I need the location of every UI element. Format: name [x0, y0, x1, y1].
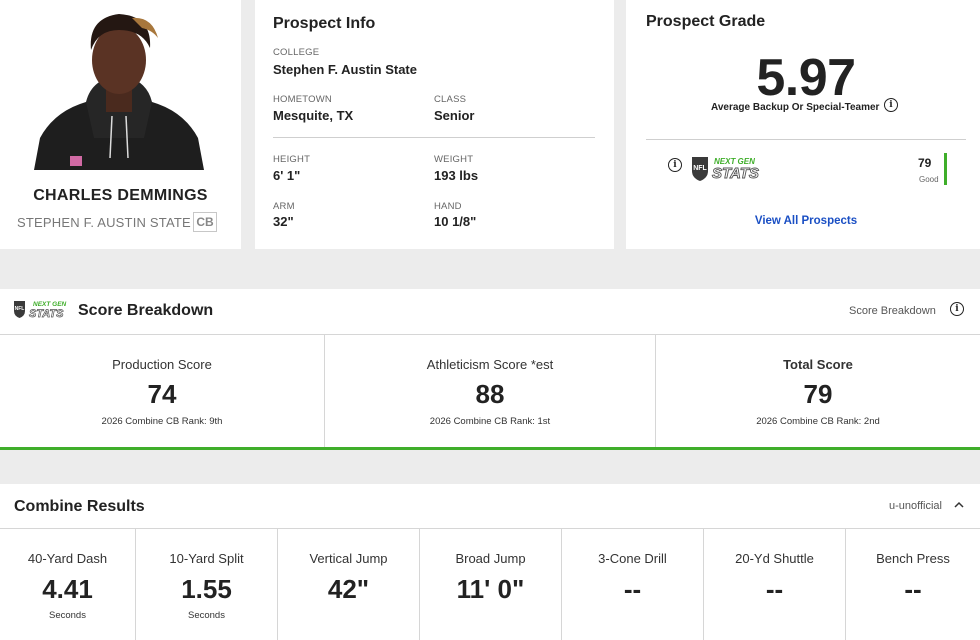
next-gen-stats-logo: NFL NEXT GEN STATS: [692, 157, 759, 182]
drill-value: --: [765, 574, 784, 604]
height-label: HEIGHT: [273, 154, 311, 165]
player-name: CHARLES DEMMINGS: [33, 187, 208, 204]
breakdown-logo-top: NEXT GEN: [33, 301, 67, 308]
ngs-logo-top: NEXT GEN: [714, 157, 755, 166]
combine-results-title: Combine Results: [14, 498, 145, 515]
grade-info-icon[interactable]: i: [884, 98, 898, 112]
hometown-label: HOMETOWN: [273, 94, 332, 105]
drill-value: 1.55: [181, 574, 232, 604]
total-score-cell: Total Score 79 2026 Combine CB Rank: 2nd: [656, 335, 980, 447]
drill-cell: 10-Yard Split 1.55 Seconds: [136, 529, 278, 640]
weight-value: 193 lbs: [434, 168, 479, 183]
drill-unit: Seconds: [49, 610, 86, 621]
unofficial-label: u-unofficial: [889, 500, 942, 512]
hand-value: 10 1/8": [434, 214, 477, 229]
arm-label: ARM: [273, 201, 295, 212]
combine-panel: 40-Yard Dash 4.41 Seconds 10-Yard Split …: [0, 529, 980, 640]
grade-description: Average Backup Or Special-Teamer: [711, 102, 880, 113]
score-label: Production Score: [112, 357, 212, 372]
ngs-info-icon[interactable]: i: [668, 158, 682, 172]
drill-label: 20-Yd Shuttle: [735, 551, 814, 566]
prospect-grade-title: Prospect Grade: [646, 13, 766, 30]
score-breakdown-title: Score Breakdown: [78, 302, 214, 319]
drill-value: --: [904, 574, 922, 604]
drill-cell: 3-Cone Drill --: [562, 529, 704, 640]
drill-value: 42": [327, 574, 370, 604]
score-breakdown-header: NFL NEXT GEN STATS Score Breakdown Score…: [0, 289, 980, 335]
drill-label: 3-Cone Drill: [598, 551, 667, 566]
class-label: CLASS: [434, 94, 467, 105]
score-breakdown-info-icon[interactable]: i: [950, 302, 964, 316]
info-divider: [273, 137, 595, 138]
ngs-score: 79: [918, 156, 932, 170]
weight-label: WEIGHT: [434, 154, 474, 165]
arm-value: 32": [273, 214, 294, 229]
ngs-logo: NFL NEXT GEN STATS: [14, 301, 67, 319]
ngs-tier: Good: [919, 175, 939, 184]
ngs-score-bar: [944, 153, 947, 185]
drill-cell: 20-Yd Shuttle --: [704, 529, 846, 640]
drill-cell: Broad Jump 11' 0": [420, 529, 562, 640]
view-all-prospects-link[interactable]: View All Prospects: [754, 215, 858, 227]
position-badge: CB: [193, 212, 217, 232]
class-value: Senior: [434, 108, 475, 123]
drill-cell: Bench Press --: [846, 529, 980, 640]
production-score-cell: Production Score 74 2026 Combine CB Rank…: [0, 335, 325, 447]
drill-label: Bench Press: [876, 551, 950, 566]
drill-value: 11' 0": [456, 574, 525, 604]
prospect-grade-card: Prospect Grade 5.97 Average Backup Or Sp…: [626, 0, 980, 249]
combine-results-header[interactable]: Combine Results u-unofficial: [0, 484, 980, 529]
score-rank: 2026 Combine CB Rank: 1st: [429, 416, 551, 427]
player-school: STEPHEN F. AUSTIN STATE: [17, 215, 191, 230]
player-photo: [34, 8, 204, 170]
drill-value: 4.41: [42, 574, 93, 604]
player-card: CHARLES DEMMINGS STEPHEN F. AUSTIN STATE…: [0, 0, 241, 249]
grade-value: 5.97: [756, 49, 856, 107]
score-value: 88: [475, 379, 505, 409]
drill-label: 40-Yard Dash: [27, 551, 108, 566]
score-value: 79: [803, 379, 833, 409]
drill-cell: 40-Yard Dash 4.41 Seconds: [0, 529, 136, 640]
drill-unit: Seconds: [188, 610, 225, 621]
hand-label: HAND: [434, 201, 462, 212]
prospect-info-card: Prospect Info COLLEGE Stephen F. Austin …: [255, 0, 614, 249]
athleticism-score-cell: Athleticism Score *est 88 2026 Combine C…: [325, 335, 656, 447]
score-label: Athleticism Score *est: [426, 357, 554, 372]
drill-label: 10-Yard Split: [169, 551, 244, 566]
score-rank: 2026 Combine CB Rank: 9th: [101, 416, 223, 427]
score-panel: Production Score 74 2026 Combine CB Rank…: [0, 335, 980, 450]
drill-label: Vertical Jump: [309, 551, 388, 566]
college-value: Stephen F. Austin State: [273, 62, 417, 77]
breakdown-logo-bottom: STATS: [29, 308, 64, 319]
score-rank: 2026 Combine CB Rank: 2nd: [756, 416, 880, 427]
chevron-up-icon[interactable]: [953, 500, 965, 510]
height-value: 6' 1": [273, 168, 301, 183]
score-label: Total Score: [783, 357, 853, 372]
hometown-value: Mesquite, TX: [273, 108, 354, 123]
svg-text:NFL: NFL: [693, 165, 707, 172]
drill-cell: Vertical Jump 42": [278, 529, 420, 640]
prospect-info-title: Prospect Info: [273, 15, 376, 32]
drill-label: Broad Jump: [455, 551, 526, 566]
ngs-logo-bottom: STATS: [712, 165, 759, 182]
drill-value: --: [623, 574, 642, 604]
grade-divider: [646, 139, 966, 140]
score-value: 74: [147, 379, 177, 409]
score-breakdown-label: Score Breakdown: [849, 305, 936, 317]
svg-text:NFL: NFL: [15, 306, 25, 312]
college-label: COLLEGE: [273, 47, 320, 58]
